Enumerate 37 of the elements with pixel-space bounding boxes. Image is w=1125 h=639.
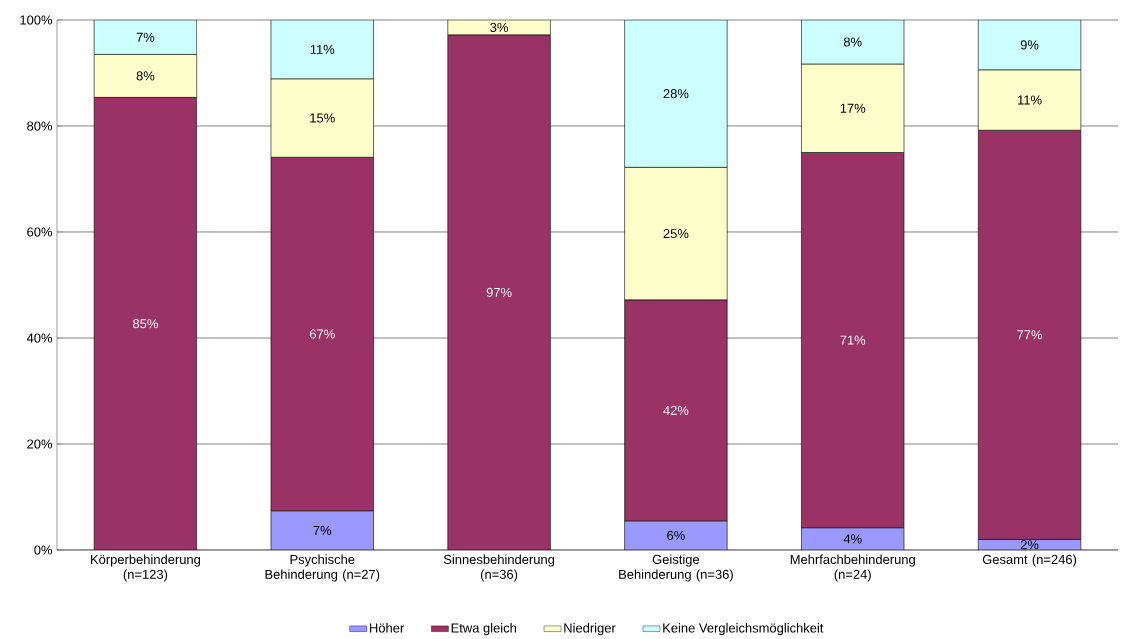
x-tick-label: Sinnesbehinderung (n=36) [443,554,555,582]
data-label: 97% [486,287,512,297]
data-label: 3% [490,22,508,32]
data-label: 28% [663,89,689,99]
x-tick-label: Körperbehinderung (n=123) [91,554,201,582]
y-tick-label: 40% [26,333,53,343]
y-tick-label: 0% [34,545,53,555]
data-label: 85% [133,319,158,329]
x-tick-label: Geistige Behinderung (n=36) [619,554,733,582]
data-label: 7% [313,525,332,535]
data-label: 42% [663,405,689,415]
y-tick-label: 20% [27,439,53,449]
data-label: 67% [309,329,335,339]
data-label: 11% [1018,95,1042,105]
legend-label: Keine Vergleichsmöglichkeit [663,623,824,636]
x-tick-label: Mehrfachbehinderung (n=24) [790,554,915,582]
y-tick-label: 60% [27,227,53,237]
y-tick-label: 80% [27,121,53,131]
data-label: 15% [310,113,335,123]
data-label: 2% [1020,540,1039,550]
x-tick-label: Gesamt (n=246) [982,554,1077,567]
y-tick-label: 100% [20,15,53,25]
data-label: 77% [1017,330,1043,340]
data-label: 4% [843,534,862,544]
data-label: 25% [663,228,689,239]
legend-label: Niedriger [564,623,616,636]
data-label: 8% [136,71,155,81]
data-label: 9% [1020,40,1039,50]
legend-label: Etwa gleich [451,623,516,636]
x-tick-label: Psychische Behinderung (n=27) [265,554,380,582]
legend-label: Höher [370,623,404,633]
data-label: 71% [840,335,866,345]
data-label: 6% [667,530,685,540]
data-label: 8% [843,37,862,47]
data-label: 7% [136,32,155,42]
data-label: 11% [310,44,335,54]
data-label: 17% [840,103,866,113]
